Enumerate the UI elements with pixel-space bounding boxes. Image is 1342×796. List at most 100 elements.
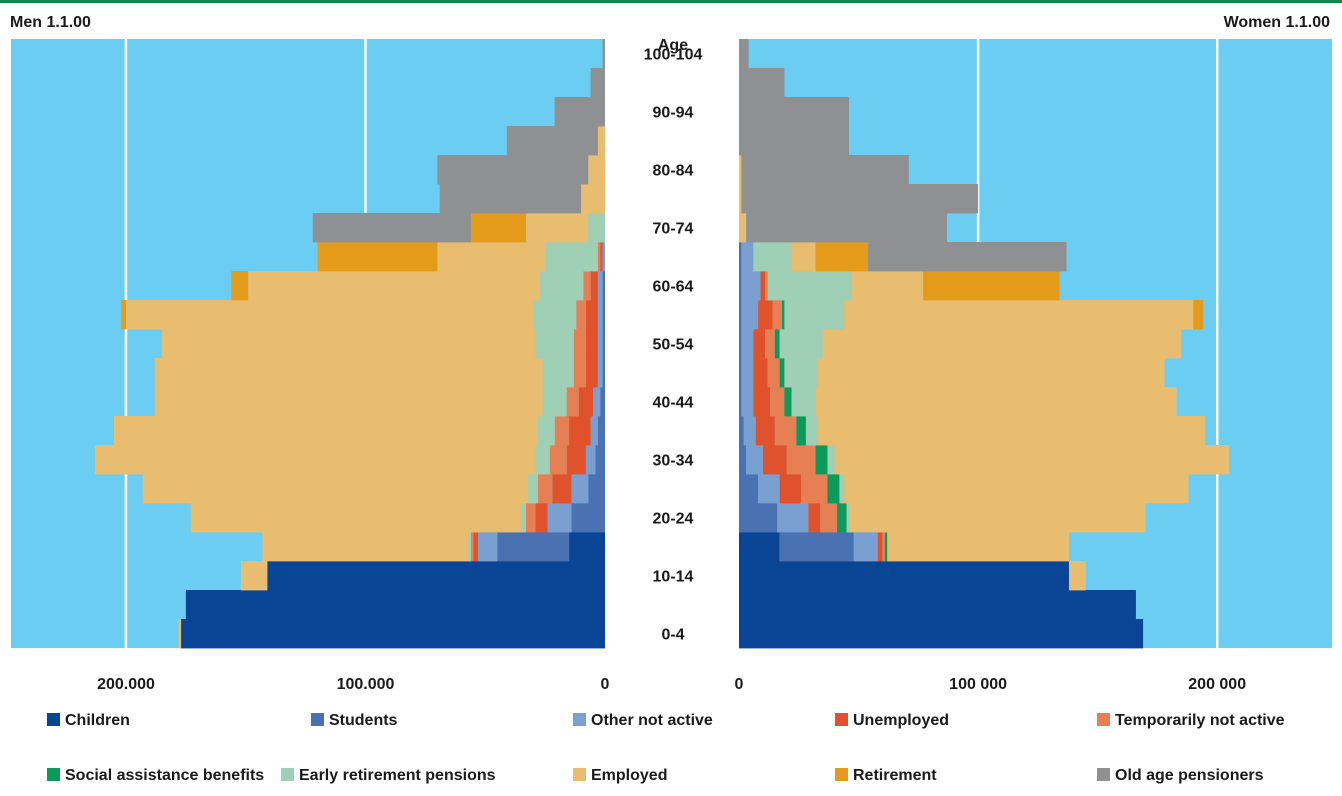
women-bar-segment: Employed 15-19 xyxy=(887,532,1069,562)
men-bar-segment: Children 0-4 xyxy=(181,619,605,649)
age-tick-label: 90-94 xyxy=(653,105,694,122)
women-bar-segment: Social assistance benefits 50-54 xyxy=(774,329,780,359)
legend-label: Temporarily not active xyxy=(1115,712,1285,729)
women-bar-segment: Early retirement pensions 25-29 xyxy=(839,474,845,504)
men-bar-segment: Early retirement pensions 20-24 xyxy=(521,503,526,533)
women-bar-segment: Unemployed 55-59 xyxy=(758,300,773,330)
men-bar-segment: Unemployed 65-69 xyxy=(600,242,603,272)
men-bar-segment: Employed 25-29 xyxy=(142,474,529,504)
women-bar-segment: Early retirement pensions 50-54 xyxy=(779,329,823,359)
women-bar-segment: Temporarily not active 35-39 xyxy=(774,416,797,446)
women-bar-segment: Students 60-64 xyxy=(739,271,742,301)
women-bar-segment: Early retirement pensions 30-34 xyxy=(827,445,835,475)
legend-item: Retirement xyxy=(835,767,937,785)
men-bar-segment: Temporarily not active 30-34 xyxy=(549,445,567,475)
women-bar-segment: Children 5-9 xyxy=(739,590,1136,620)
women-bar-segment: Early retirement pensions 65-69 xyxy=(753,242,792,272)
women-bar-segment: Unemployed 25-29 xyxy=(779,474,802,504)
legend-item: Employed xyxy=(573,767,667,785)
men-bar-segment: Early retirement pensions 25-29 xyxy=(528,474,538,504)
legend-label: Employed xyxy=(591,767,668,784)
men-bar-segment: Students 35-39 xyxy=(597,416,605,446)
men-bar-segment: Employed 60-64 xyxy=(248,271,541,301)
men-bar-segment: Old age pensioners 80-84 xyxy=(437,155,589,185)
women-bar-segment: Children 0-4 xyxy=(739,619,1144,649)
legend-swatch xyxy=(835,768,848,781)
men-bar-segment: Employed 70-74 xyxy=(525,213,589,243)
women-bar-segment: Students 30-34 xyxy=(739,445,747,475)
men-bar-segment: Employed 35-39 xyxy=(113,416,538,446)
men-bar-segment: Early retirement pensions 15-19 xyxy=(468,532,471,562)
men-bar-segment: Employed 15-19 xyxy=(262,532,469,562)
women-bar-segment: Other not active 15-19 xyxy=(853,532,878,562)
men-bar-segment: Students 25-29 xyxy=(588,474,605,504)
women-bar-segment: Employed 30-34 xyxy=(834,445,1230,475)
men-bar-segment: Temporarily not active 15-19 xyxy=(470,532,474,562)
women-bar-segment: Early retirement pensions 55-59 xyxy=(784,300,845,330)
legend-item: Temporarily not active xyxy=(1097,712,1285,730)
legend-swatch xyxy=(1097,768,1110,781)
age-tick-label: 10-14 xyxy=(653,569,694,586)
women-bar-segment: Employed 35-39 xyxy=(817,416,1206,446)
men-bar-segment: Early retirement pensions 55-59 xyxy=(533,300,577,330)
age-tick-label: 0-4 xyxy=(661,627,684,644)
women-bar-segment: Temporarily not active 45-49 xyxy=(767,358,780,388)
men-bar-segment: Unemployed 50-54 xyxy=(585,329,598,359)
men-bar-segment: Retirement 55-59 xyxy=(121,300,126,330)
men-bar-segment: Students 40-44 xyxy=(600,387,605,417)
legend-item: Other not active xyxy=(573,712,713,730)
men-bar-segment: Other not active 30-34 xyxy=(585,445,596,475)
women-bar-segment: Old age pensioners 75-79 xyxy=(741,184,979,214)
men-bar-segment: Unemployed 60-64 xyxy=(590,271,598,301)
women-bar-segment: Unemployed 50-54 xyxy=(753,329,766,359)
legend-swatch xyxy=(835,713,848,726)
women-bar-segment: Unemployed 15-19 xyxy=(877,532,883,562)
legend-swatch xyxy=(47,768,60,781)
women-bar-segment: Unemployed 30-34 xyxy=(762,445,787,475)
women-bar-segment: Retirement 55-59 xyxy=(1193,300,1203,330)
men-bar-segment: Employed 55-59 xyxy=(125,300,534,330)
women-bar-segment: Early retirement pensions 40-44 xyxy=(791,387,816,417)
women-bar-segment: Students 55-59 xyxy=(739,300,742,330)
women-bar-segment: Social assistance benefits 25-29 xyxy=(827,474,840,504)
women-bar-segment: Employed 20-24 xyxy=(848,503,1146,533)
men-bar-segment: Unemployed 55-59 xyxy=(585,300,598,330)
men-bar-segment: Children 10-14 xyxy=(267,561,605,591)
men-bar-segment: Students 50-54 xyxy=(602,329,605,359)
age-axis-title: Age xyxy=(658,37,688,54)
men-bar-segment: Other not active 60-64 xyxy=(597,271,603,301)
men-bar-segment: Old age pensioners 85-89 xyxy=(506,126,598,156)
women-bar-segment: Other not active 45-49 xyxy=(741,358,754,388)
men-x-tick-label: 0 xyxy=(601,676,610,693)
age-tick-label: 60-64 xyxy=(653,279,694,296)
women-bar-segment: Students 20-24 xyxy=(739,503,778,533)
women-bar-segment: Employed 75-79 xyxy=(739,184,742,214)
legend-item: Children xyxy=(47,712,130,730)
women-bar-segment: Social assistance benefits 20-24 xyxy=(837,503,847,533)
men-bar-segment: Other not active 55-59 xyxy=(597,300,603,330)
legend-label: Old age pensioners xyxy=(1115,767,1264,784)
women-bar-segment: Employed 10-14 xyxy=(1068,561,1086,591)
women-bar-segment: Old age pensioners 90-94 xyxy=(739,97,849,127)
men-bar-segment: Unemployed 20-24 xyxy=(535,503,548,533)
women-bar-segment: Retirement 60-64 xyxy=(923,271,1060,301)
women-bar-segment: Temporarily not active 55-59 xyxy=(772,300,783,330)
men-bar-segment: Temporarily not active 50-54 xyxy=(573,329,586,359)
age-tick-label: 100-104 xyxy=(644,47,703,64)
men-bar-segment: Employed 20-24 xyxy=(190,503,522,533)
legend-swatch xyxy=(1097,713,1110,726)
age-tick-label: 70-74 xyxy=(653,221,694,238)
women-bar-segment: Other not active 65-69 xyxy=(741,242,754,272)
legend-swatch xyxy=(311,713,324,726)
men-bar-segment: Students 60-64 xyxy=(602,271,605,301)
legend-swatch xyxy=(47,713,60,726)
age-tick-label: 40-44 xyxy=(653,395,694,412)
men-bar-segment: Other not active 65-69 xyxy=(602,242,605,272)
men-panel-title: Men 1.1.00 xyxy=(10,14,91,31)
women-bar-segment: Unemployed 20-24 xyxy=(808,503,821,533)
women-bar-segment: Unemployed 35-39 xyxy=(755,416,775,446)
legend-item: Early retirement pensions xyxy=(281,767,496,785)
legend-label: Unemployed xyxy=(853,712,950,729)
men-bar-segment: Unemployed 15-19 xyxy=(473,532,479,562)
